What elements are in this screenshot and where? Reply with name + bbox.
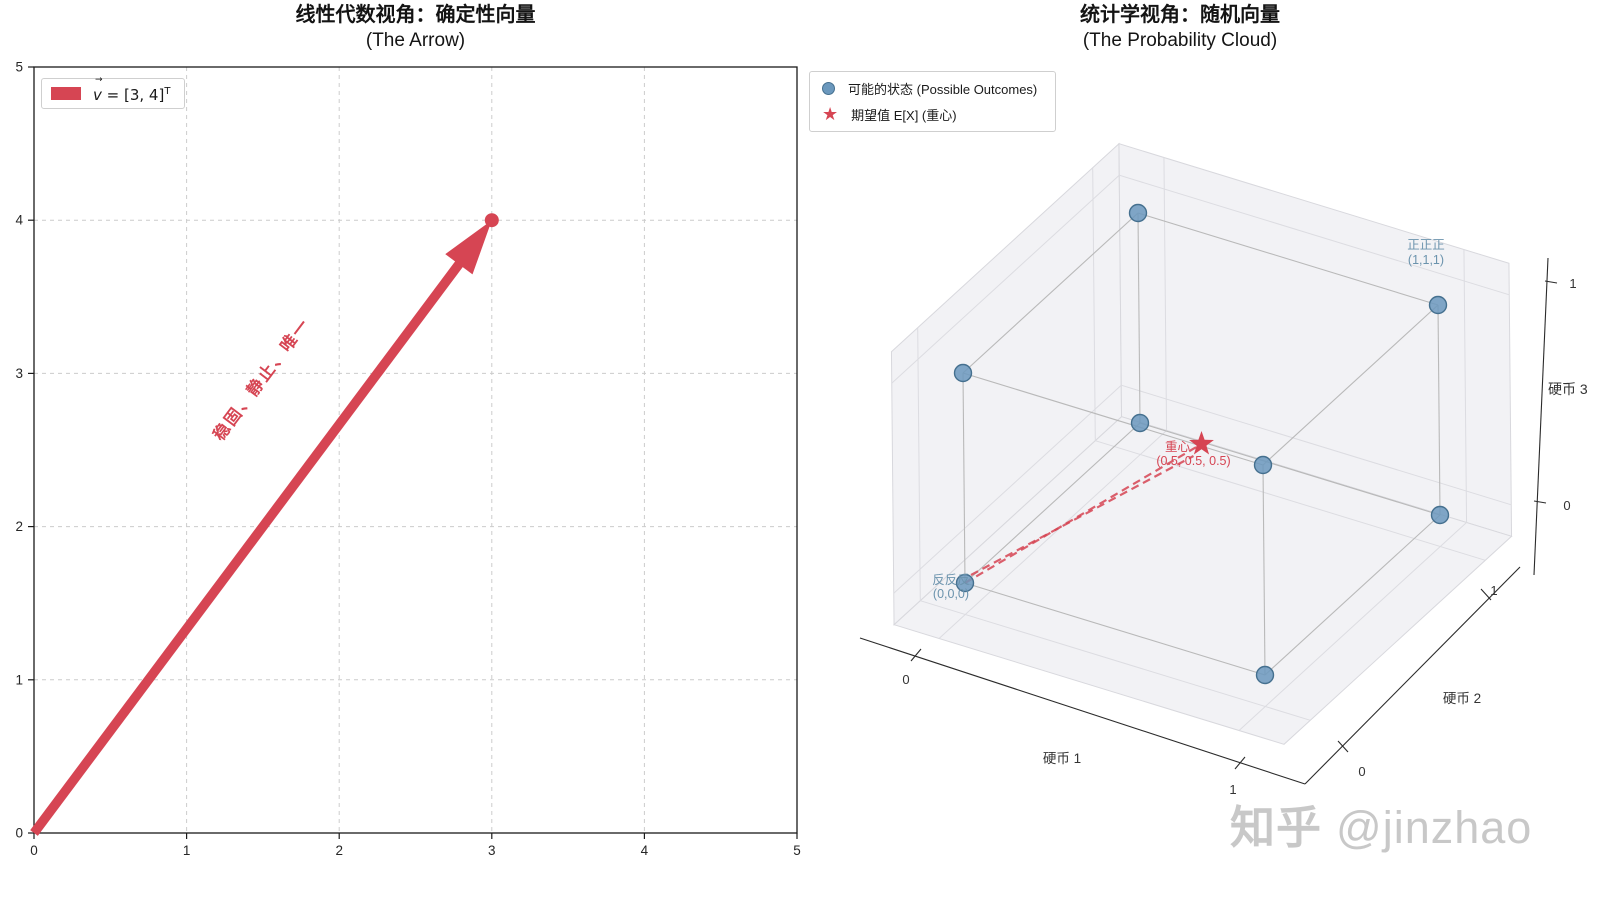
pane-gridline xyxy=(1163,157,1168,431)
pane-gridline xyxy=(1092,167,1096,441)
outcome-point xyxy=(1130,413,1150,433)
vector-arrow-shaft xyxy=(30,251,471,836)
tick-label: 4 xyxy=(641,843,649,858)
watermark-handle: @jinzhao xyxy=(1336,802,1533,853)
z-tick3d xyxy=(1544,280,1558,284)
tick-label: 1 xyxy=(1569,276,1576,291)
tick-label: 0 xyxy=(1563,498,1570,513)
axis3d-spine xyxy=(1533,257,1549,576)
cube-edge xyxy=(962,372,966,584)
legend-row-outcomes: 可能的状态 (Possible Outcomes) xyxy=(822,79,1043,98)
pane-gridline xyxy=(1463,249,1468,523)
vector-legend-swatch xyxy=(51,87,81,100)
tick-label: 5 xyxy=(15,60,23,75)
tick-label: 1 xyxy=(1229,782,1236,797)
outcome-point xyxy=(1428,295,1448,315)
z-tick3d xyxy=(1533,500,1547,504)
pane-gridline xyxy=(938,430,1167,639)
legend-outcomes-label: 可能的状态 (Possible Outcomes) xyxy=(848,82,1038,97)
vec-arrow-icon: → xyxy=(95,74,103,85)
tick-label: 硬币 2 xyxy=(1443,691,1481,706)
legend-mean-label: 期望值 E[X] (重心) xyxy=(851,108,957,123)
left-chart-legend: → v = [3, 4]T xyxy=(41,74,186,109)
cube-edge xyxy=(1137,212,1141,424)
left-chart-subtitle: (The Arrow) xyxy=(365,30,466,51)
tick-label: (1,1,1) xyxy=(1408,253,1444,267)
tick-label: (0.5, 0.5, 0.5) xyxy=(1156,454,1230,468)
y-tick3d xyxy=(1337,740,1349,753)
axes-spines xyxy=(33,66,798,834)
outcome-point xyxy=(953,363,973,383)
tick-label: 正正正 xyxy=(1407,238,1445,252)
tick-label: 1 xyxy=(183,843,191,858)
cube-edge xyxy=(1262,304,1439,466)
cube-edge xyxy=(1437,304,1441,516)
vector-arrow-head xyxy=(445,220,492,275)
x-tick3d xyxy=(910,648,922,662)
right-chart-subtitle: (The Probability Cloud) xyxy=(1082,30,1278,51)
mean-star-marker xyxy=(1189,431,1214,455)
pane-gridline xyxy=(1121,384,1512,506)
cube-edge xyxy=(1264,514,1441,676)
outcome-point xyxy=(1253,455,1273,475)
cube-edge xyxy=(1262,464,1266,676)
axis3d-spine xyxy=(1304,566,1521,785)
mean-dashed-line xyxy=(964,443,1203,584)
outcome-point xyxy=(1128,203,1148,223)
x-tick3d xyxy=(1234,756,1246,770)
legend-row-mean: ★ 期望值 E[X] (重心) xyxy=(822,105,1043,124)
tick-label: 2 xyxy=(15,519,23,534)
tick-label: 1 xyxy=(1490,583,1497,598)
tick-label: 硬币 3 xyxy=(1548,381,1588,397)
cube-edge xyxy=(964,582,1266,676)
left-chart-title-block: 线性代数视角：确定性向量 (The Arrow) xyxy=(34,2,797,54)
right-chart-legend: 可能的状态 (Possible Outcomes) ★ 期望值 E[X] (重心… xyxy=(809,71,1056,132)
outcome-point-icon xyxy=(822,82,835,95)
cube-edge xyxy=(962,212,1139,374)
pane-gridline xyxy=(1095,440,1486,561)
tick-label: (0,0,0) xyxy=(933,587,969,601)
cube-edge xyxy=(1139,422,1441,516)
mean-star-icon: ★ xyxy=(822,104,839,124)
mean-dashed-line-2 xyxy=(970,455,1195,576)
tick-label: 0 xyxy=(15,826,23,841)
outcome-point xyxy=(1255,665,1275,685)
pane-gridline xyxy=(891,174,1120,384)
y-tick3d xyxy=(1480,588,1492,601)
pane-gridline xyxy=(920,600,1311,721)
tick-label: 2 xyxy=(335,843,343,858)
tick-label: 3 xyxy=(15,366,23,381)
cube-edge xyxy=(1137,212,1439,306)
right-chart-title: 统计学视角：随机向量 xyxy=(1080,4,1280,26)
outcome-point xyxy=(1430,505,1450,525)
axis3d-spine xyxy=(859,637,1306,785)
pane-gridline xyxy=(1238,522,1467,731)
tick-label: 5 xyxy=(793,843,801,858)
tick-label: 0 xyxy=(1358,764,1365,779)
tick-label: 4 xyxy=(15,213,23,228)
left-chart-title: 线性代数视角：确定性向量 xyxy=(295,4,536,26)
tick-label: 1 xyxy=(15,672,23,687)
watermark-brand: 知乎 xyxy=(1230,802,1323,853)
tick-label: 0 xyxy=(902,672,909,687)
tick-label: 反反反 xyxy=(932,573,970,587)
pane-gridline xyxy=(917,327,921,601)
pane-floor xyxy=(893,416,1513,745)
pane-gridline xyxy=(1119,174,1510,296)
cube-edge xyxy=(964,422,1141,584)
right-chart-title-block: 统计学视角：随机向量 (The Probability Cloud) xyxy=(870,2,1490,54)
vector-endpoint-marker xyxy=(484,213,499,228)
tick-label: 稳固、静止、唯一 xyxy=(209,314,314,444)
pane-gridline xyxy=(893,384,1122,594)
tick-label: 0 xyxy=(30,843,38,858)
tick-label: 重心 xyxy=(1165,439,1191,454)
vector-legend-label: → v = [3, 4]T xyxy=(93,74,171,104)
cube-edge xyxy=(962,372,1264,466)
watermark: 知乎 @jinzhao xyxy=(1230,791,1532,856)
tick-label: 3 xyxy=(488,843,496,858)
tick-label: 硬币 1 xyxy=(1043,751,1081,766)
outcome-point xyxy=(955,573,975,593)
